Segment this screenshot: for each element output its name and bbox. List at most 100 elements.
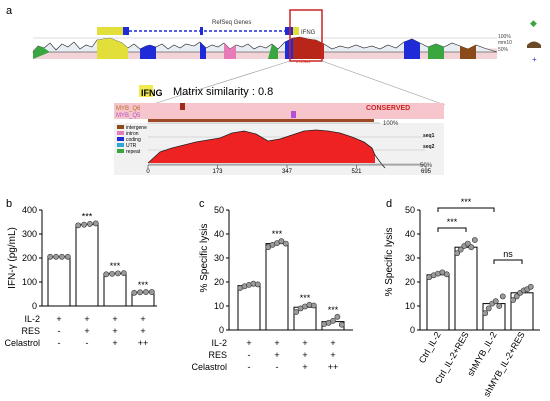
data-point [64,253,71,260]
data-point [59,253,65,260]
panel-letter-b: b [6,198,12,210]
plus-blue-icon: + [532,55,537,64]
legend-label: repeat [126,149,141,155]
data-point [148,289,155,295]
legend-swatch [117,137,124,141]
chart-b-ylabel: IFN-γ (pg/mL) [7,227,18,289]
myb-q5-site [291,111,296,118]
zoom-gene-label: IFNG [141,88,163,98]
condition-cell: + [56,314,61,324]
legend-swatch [117,143,124,147]
condition-row-label: IL-2 [211,338,227,348]
y-tick-label: 0 [219,325,224,335]
conserved-bar [148,119,374,122]
peak-red-ifng [293,37,324,59]
zoom-tick-label: 695 [421,169,432,175]
data-point [454,250,461,257]
conservation-outline [147,129,386,169]
data-point [513,293,520,300]
condition-cell: + [302,338,307,348]
data-point [443,271,450,278]
conservation-track: 100% mm10 50% [32,34,512,59]
data-point [464,240,471,247]
peak-brown-1 [460,45,476,59]
peak-blue-3 [285,38,293,59]
data-point [278,238,285,245]
panel-letter-a: a [6,5,13,17]
data-point [47,253,54,260]
y-tick-label: 400 [22,205,37,215]
data-point [109,270,115,277]
condition-cell: + [330,338,335,348]
panel-d: d % Specific lysis 01020304050Ctrl_IL-2C… [384,197,540,398]
condition-table-b: IL-2 + + + +RES - + + +Celastrol - - + ++ [4,314,148,348]
data-point [485,305,492,312]
y-tick-label: 200 [22,253,37,263]
significance-bracket [437,227,467,232]
site-band [114,103,444,119]
panel-letter-d: d [386,198,392,210]
legend-label: intron [126,131,139,137]
significance-label: *** [447,217,458,227]
y-tick-label: 50 [405,205,415,215]
data-point [499,293,506,300]
data-point [492,298,499,305]
significance-label: *** [82,211,93,221]
data-point [510,297,517,303]
data-point [527,283,534,290]
bar [454,246,478,331]
bar [103,273,127,307]
bar [131,291,155,307]
zoom-tick-label: 173 [212,169,223,175]
data-point [471,237,478,243]
bar [47,256,71,307]
legend-label: intergene [126,125,147,131]
condition-row-label: RES [21,326,40,336]
pct-50-label: 50% [498,47,509,53]
condition-cell: + [302,350,307,360]
data-point [330,317,336,324]
zoom-connector-right [321,60,446,106]
y-tick-label: 20 [405,277,415,287]
y-tick-label: 10 [214,301,224,311]
peak-green-2 [268,44,278,59]
zoom-tick-label: 347 [282,169,293,175]
legend-swatch [117,149,124,153]
condition-cell: - [276,362,279,372]
peak-blue-1 [140,45,156,59]
significance-label: *** [110,261,121,271]
condition-row-label: Celastrol [191,362,227,372]
track-band [33,49,497,59]
y-tick-label: 30 [405,253,415,263]
mountain-icon [527,41,541,48]
data-point [137,289,143,296]
condition-cell: + [112,314,117,324]
peak-green-3 [428,44,444,59]
condition-cell: + [84,314,89,324]
data-point [87,221,93,227]
condition-cell: + [274,338,279,348]
data-point [254,281,261,288]
zoom-pct-100: 100% [383,121,399,127]
significance-bracket [493,259,523,264]
significance-label: ns [503,249,513,259]
conserved-label: CONSERVED [366,105,410,112]
category-label: Ctrl_IL-2 [417,330,443,365]
y-tick-label: 100 [22,277,37,287]
chart-b: 0 100 200 300 400 *** *** *** [22,205,157,311]
pct-100-label: 100% [498,34,511,40]
data-point [92,220,99,227]
zoom-tick-label: 0 [146,169,150,175]
highlight-box [289,9,323,62]
peak-blue-2 [200,42,206,59]
significance-bracket [437,207,495,212]
data-point [120,270,127,277]
condition-cell: + [112,338,117,348]
zoom-connector-left [149,60,291,106]
chart-d: 01020304050Ctrl_IL-2Ctrl_IL-2+RESshMYB_I… [405,197,540,398]
chart-d-ylabel: % Specific lysis [384,228,395,297]
condition-cell: - [58,338,61,348]
peak-pink-1 [224,43,236,59]
y-tick-label: 0 [32,301,37,311]
data-point [81,221,87,228]
